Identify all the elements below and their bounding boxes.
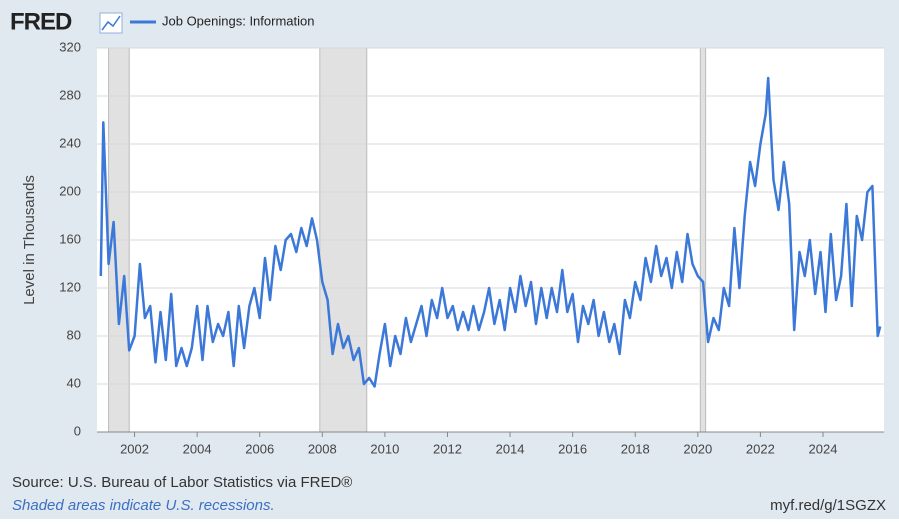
x-tick-label: 2010 <box>370 441 399 456</box>
x-tick-label: 2002 <box>120 441 149 456</box>
y-tick-label: 120 <box>59 279 81 294</box>
x-tick-label: 2016 <box>558 441 587 456</box>
x-tick-label: 2018 <box>621 441 650 456</box>
x-tick-label: 2022 <box>746 441 775 456</box>
note: Shaded areas indicate U.S. recessions. <box>12 497 275 514</box>
y-tick-label: 240 <box>59 135 81 150</box>
source: Source: U.S. Bureau of Labor Statistics … <box>12 474 352 491</box>
x-tick-label: 2004 <box>183 441 212 456</box>
x-tick-label: 2006 <box>245 441 274 456</box>
y-tick-label: 160 <box>59 231 81 246</box>
link: myf.red/g/1SGZX <box>770 497 886 514</box>
x-tick-label: 2024 <box>809 441 838 456</box>
y-tick-label: 80 <box>67 327 81 342</box>
y-tick-label: 40 <box>67 375 81 390</box>
x-tick-label: 2014 <box>496 441 525 456</box>
data-line <box>99 76 882 388</box>
y-axis-label: Level in Thousands <box>21 175 38 305</box>
y-tick-label: 280 <box>59 87 81 102</box>
x-tick-label: 2012 <box>433 441 462 456</box>
legend-label: Job Openings: Information <box>162 13 314 28</box>
y-tick-label: 320 <box>59 39 81 54</box>
logo-icon <box>99 12 123 34</box>
logo: FRED <box>10 8 72 35</box>
y-tick-label: 200 <box>59 183 81 198</box>
y-tick-label: 0 <box>74 423 81 438</box>
x-tick-label: 2008 <box>308 441 337 456</box>
x-tick-label: 2020 <box>683 441 712 456</box>
